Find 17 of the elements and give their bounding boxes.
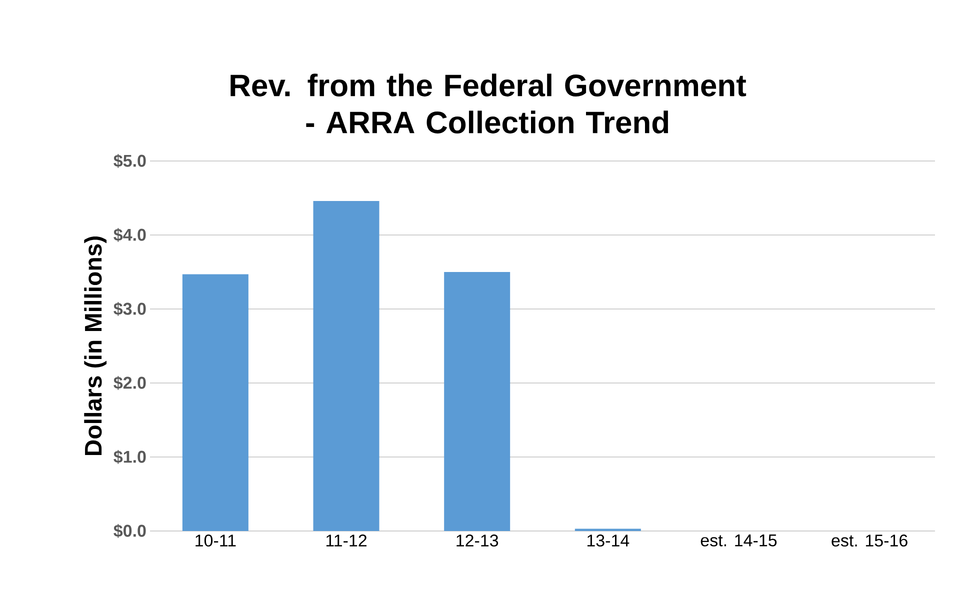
y-tick-label: $2.0 — [114, 376, 146, 390]
x-tick-label: est. 15-16 — [832, 534, 908, 547]
bar — [444, 272, 510, 531]
bar — [182, 274, 248, 531]
y-tick-label: $0.0 — [114, 524, 146, 538]
x-tick-label: est. 14-15 — [700, 534, 777, 546]
x-tick-label: 10-11 — [196, 534, 236, 547]
x-tick-label: 12-13 — [456, 534, 498, 547]
y-tick-label: $3.0 — [114, 302, 146, 316]
chart-title: Rev. from the Federal Government - ARRA Collection Trend — [230, 74, 746, 134]
x-tick-label: 11-12 — [326, 534, 366, 546]
y-tick-label: $1.0 — [114, 450, 146, 464]
y-tick-label: $5.0 — [114, 154, 146, 168]
y-axis-title: Dollars (in Millions) — [84, 236, 107, 456]
bar — [313, 200, 380, 531]
y-tick-label: $4.0 — [114, 228, 146, 242]
x-tick-label: 13-14 — [587, 534, 630, 547]
